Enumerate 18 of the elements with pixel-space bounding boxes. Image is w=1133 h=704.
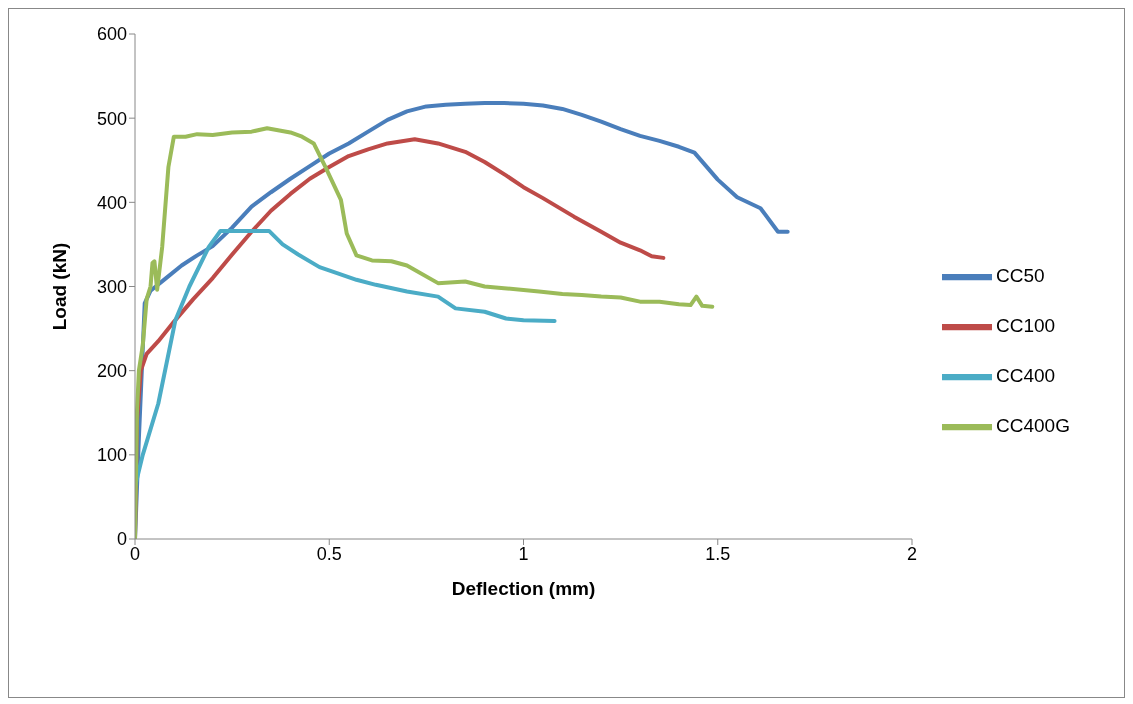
x-tick-label: 1 xyxy=(518,543,529,564)
y-axis-title: Load (kN) xyxy=(48,242,70,331)
legend-label: CC50 xyxy=(996,265,1045,287)
y-tick-label: 0 xyxy=(116,529,127,550)
y-tick-label: 300 xyxy=(96,276,127,297)
x-tick-label: 0.5 xyxy=(316,543,342,564)
x-tick-label: 1.5 xyxy=(705,543,731,564)
y-tick-label: 600 xyxy=(96,24,127,45)
y-tick-label: 500 xyxy=(96,108,127,129)
y-tick-label: 100 xyxy=(96,445,127,466)
legend-label: CC400G xyxy=(996,415,1070,437)
y-tick-label: 400 xyxy=(96,192,127,213)
x-axis-title: Deflection (mm) xyxy=(451,578,596,599)
y-tick-label: 200 xyxy=(96,361,127,382)
x-tick-label: 2 xyxy=(906,543,918,564)
legend-label: CC100 xyxy=(996,315,1056,337)
legend-label: CC400 xyxy=(996,365,1056,387)
x-tick-label: 0 xyxy=(129,543,141,564)
